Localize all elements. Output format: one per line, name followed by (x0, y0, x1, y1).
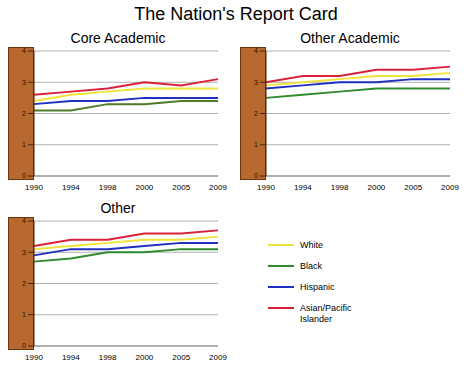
svg-text:2005: 2005 (404, 183, 422, 192)
svg-text:2000: 2000 (136, 183, 154, 192)
html-text:Core Academic: Core Academic (70, 30, 166, 46)
svg-text:2005: 2005 (172, 353, 190, 362)
svg-text:3: 3 (254, 79, 258, 86)
svg-text:1994: 1994 (62, 183, 80, 192)
svg-text:4: 4 (254, 47, 258, 54)
svg-text:1994: 1994 (294, 183, 312, 192)
svg-text:3: 3 (22, 249, 26, 256)
svg-text:1998: 1998 (99, 183, 117, 192)
html-text:White: White (300, 240, 323, 250)
svg-text:0: 0 (22, 172, 26, 179)
svg-text:1998: 1998 (331, 183, 349, 192)
svg-text:2: 2 (254, 110, 258, 117)
svg-text:1994: 1994 (62, 353, 80, 362)
svg-text:2009: 2009 (209, 183, 227, 192)
html-text:Hispanic: Hispanic (300, 282, 335, 292)
html-text:Asian/Pacific Islander: Asian/Pacific Islander (300, 303, 352, 324)
html-text:The Nation's Report Card: The Nation's Report Card (134, 4, 338, 24)
svg-text:4: 4 (22, 217, 26, 224)
svg-text:2009: 2009 (441, 183, 459, 192)
svg-text:2000: 2000 (136, 353, 154, 362)
svg-text:1990: 1990 (257, 183, 275, 192)
svg-text:1998: 1998 (99, 353, 117, 362)
svg-text:1: 1 (22, 311, 26, 318)
html-text:Black: Black (300, 261, 322, 271)
svg-text:1990: 1990 (25, 183, 43, 192)
svg-text:0: 0 (22, 342, 26, 349)
svg-text:0: 0 (254, 172, 258, 179)
svg-text:2005: 2005 (172, 183, 190, 192)
svg-text:1990: 1990 (25, 353, 43, 362)
svg-text:2009: 2009 (209, 353, 227, 362)
svg-text:3: 3 (22, 79, 26, 86)
svg-text:2: 2 (22, 280, 26, 287)
html-text:Other Academic: Other Academic (300, 30, 400, 46)
html-text:Other: Other (100, 200, 136, 216)
svg-text:1: 1 (254, 141, 258, 148)
svg-text:1: 1 (22, 141, 26, 148)
svg-text:4: 4 (22, 47, 26, 54)
svg-text:2000: 2000 (368, 183, 386, 192)
svg-text:2: 2 (22, 110, 26, 117)
